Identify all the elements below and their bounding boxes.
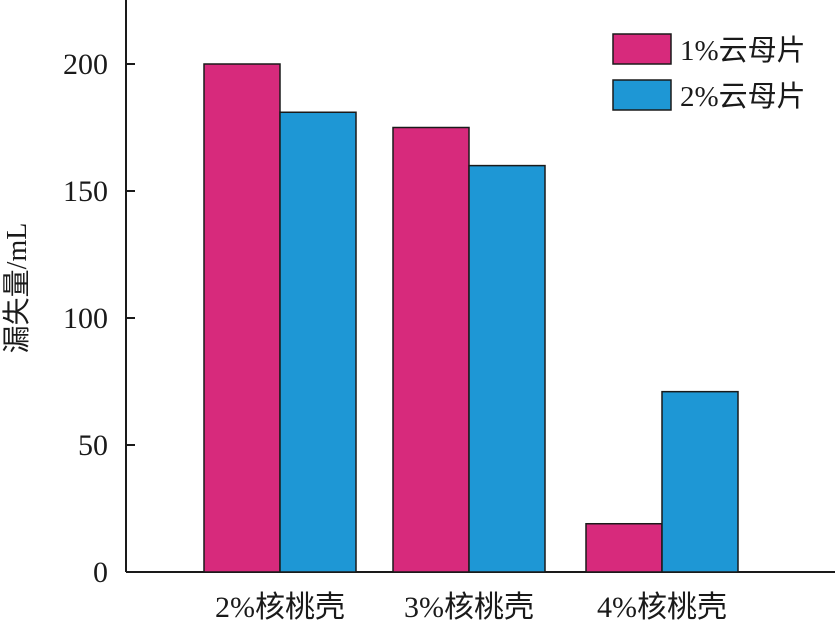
x-tick-label: 4%核桃壳 [597,591,727,624]
x-tick-label: 2%核桃壳 [215,591,345,624]
y-tick-label: 100 [63,302,108,335]
bar-2-1 [279,111,357,573]
y-tick-label: 150 [63,175,108,208]
x-tick-label: 3%核桃壳 [404,591,534,624]
legend-swatch-2 [612,79,672,111]
y-tick-label: 0 [93,556,108,589]
y-tick-label: 50 [78,429,108,462]
bars [203,63,739,573]
y-axis-ticks: 0 50 100 150 200 [63,48,135,589]
legend-swatch-1 [612,33,672,65]
bar-2-2 [468,164,546,573]
legend-label-2: 2%云母片 [680,80,806,113]
bar-1-2 [392,126,470,573]
bar-1-3 [585,522,663,573]
y-axis-label: 漏失量/mL [1,223,33,354]
y-tick-label: 200 [63,48,108,81]
legend: 1%云母片 2%云母片 [612,33,806,113]
x-axis-labels: 2%核桃壳 3%核桃壳 4%核桃壳 [215,591,727,624]
legend-label-1: 1%云母片 [680,34,806,67]
bar-1-1 [203,63,281,573]
bar-2-3 [661,390,739,573]
